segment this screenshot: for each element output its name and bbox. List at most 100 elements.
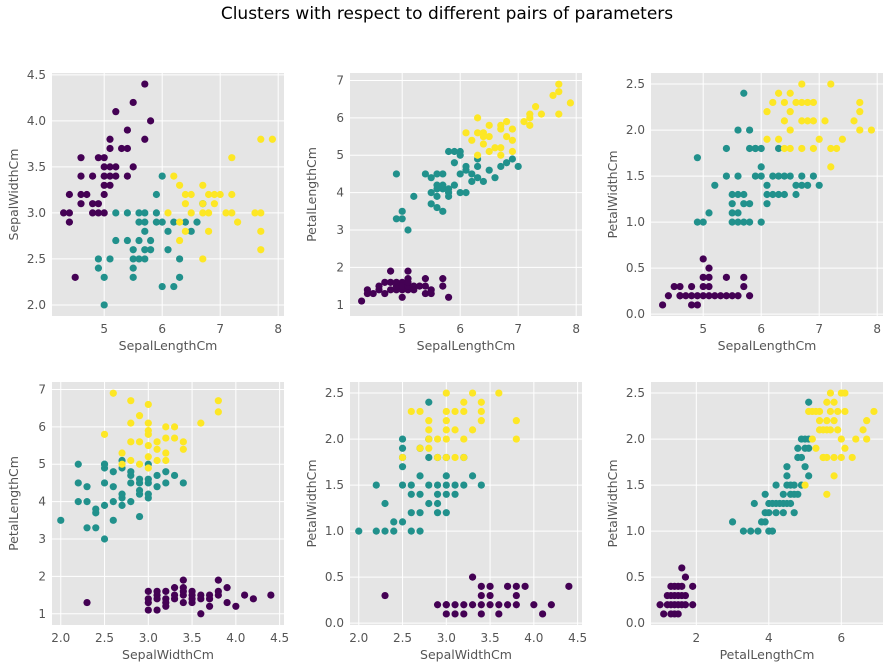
- data-point: [468, 170, 476, 178]
- data-point: [162, 587, 170, 595]
- y-tick-label: 2.0: [325, 432, 344, 446]
- data-point: [94, 255, 102, 263]
- data-point: [228, 190, 236, 199]
- data-point: [468, 389, 477, 397]
- data-point: [479, 132, 487, 141]
- data-point: [705, 264, 713, 272]
- data-point: [199, 200, 207, 208]
- data-point: [512, 582, 520, 590]
- data-point: [477, 591, 485, 600]
- data-point: [474, 151, 482, 159]
- data-point: [129, 264, 137, 272]
- data-point: [442, 509, 450, 517]
- data-point: [162, 456, 170, 465]
- data-point: [425, 499, 433, 508]
- data-point: [407, 407, 415, 416]
- data-point: [792, 98, 800, 107]
- data-point: [144, 490, 152, 498]
- data-point: [451, 610, 459, 618]
- data-point: [728, 190, 736, 199]
- data-point: [176, 181, 184, 189]
- data-point: [763, 108, 771, 116]
- data-point: [89, 172, 97, 180]
- x-tick-label: 2.5: [95, 631, 114, 645]
- x-tick-label: 2: [692, 631, 700, 645]
- data-point: [769, 98, 777, 107]
- data-point: [109, 516, 117, 524]
- data-point: [416, 407, 424, 416]
- data-point: [83, 598, 91, 607]
- data-point: [780, 98, 789, 107]
- data-point: [445, 185, 453, 193]
- data-point: [812, 444, 820, 452]
- y-tick-label: 0.0: [626, 307, 645, 321]
- data-point: [754, 527, 762, 535]
- data-point: [863, 417, 871, 425]
- data-point: [199, 209, 207, 217]
- data-point: [442, 426, 450, 434]
- data-point: [407, 509, 415, 517]
- data-point: [442, 407, 450, 416]
- data-point: [109, 498, 117, 506]
- y-tick-label: 2.5: [626, 77, 645, 91]
- data-point: [728, 218, 736, 226]
- y-tick-label: 0.0: [626, 616, 645, 630]
- data-point: [775, 172, 783, 180]
- data-point: [688, 292, 696, 300]
- data-point: [783, 472, 791, 480]
- scatter-panel-2: 5 6 7 8 1 2 3 4 5 6 7 SepalLengthCm PetalLengthCm: [304, 73, 582, 353]
- data-point: [187, 227, 195, 235]
- data-point: [477, 417, 485, 425]
- data-point: [676, 292, 684, 300]
- data-point: [786, 108, 794, 116]
- data-point: [100, 430, 109, 438]
- data-point: [100, 301, 108, 309]
- data-point: [460, 435, 468, 443]
- data-point: [442, 417, 450, 425]
- data-point: [251, 209, 259, 217]
- data-point: [135, 460, 144, 468]
- data-point: [170, 434, 179, 442]
- data-point: [838, 135, 847, 143]
- data-point: [693, 301, 702, 309]
- data-point: [112, 108, 120, 116]
- y-tick-label: 3.5: [27, 160, 46, 174]
- data-point: [100, 209, 108, 217]
- data-point: [77, 190, 85, 199]
- data-point: [486, 582, 494, 590]
- cluster-1-series: [693, 89, 823, 226]
- data-point: [537, 110, 546, 118]
- cluster-2-series: [100, 389, 222, 472]
- scatter-panel-6: 2 4 6 0.0 0.5 1.0 1.5 2.0 2.5 PetalLengthCm PetalW…: [605, 382, 883, 662]
- data-point: [780, 190, 789, 199]
- data-point: [555, 88, 563, 96]
- plot-area: [350, 382, 582, 625]
- data-point: [369, 289, 377, 298]
- data-point: [848, 453, 856, 462]
- data-point: [477, 481, 485, 489]
- data-point: [425, 417, 433, 425]
- data-point: [176, 273, 184, 281]
- x-tick-label: 2.0: [349, 631, 368, 645]
- data-point: [89, 209, 97, 217]
- data-point: [197, 610, 205, 618]
- data-point: [660, 610, 668, 618]
- data-point: [112, 163, 120, 171]
- data-point: [503, 132, 511, 141]
- y-axis-label: PetalWidthCm: [605, 459, 620, 547]
- data-point: [479, 177, 487, 186]
- x-axis-label: SepalWidthCm: [122, 647, 214, 662]
- data-point: [92, 505, 100, 513]
- data-point: [850, 117, 858, 125]
- data-point: [152, 190, 160, 199]
- data-point: [682, 292, 690, 300]
- data-point: [127, 468, 135, 476]
- data-point: [425, 398, 433, 406]
- data-point: [757, 163, 765, 171]
- data-point: [792, 190, 800, 199]
- data-point: [398, 453, 407, 462]
- x-tick-label: 3.5: [481, 631, 500, 645]
- data-point: [468, 601, 477, 609]
- cluster-2-series: [462, 80, 575, 159]
- data-point: [433, 481, 442, 489]
